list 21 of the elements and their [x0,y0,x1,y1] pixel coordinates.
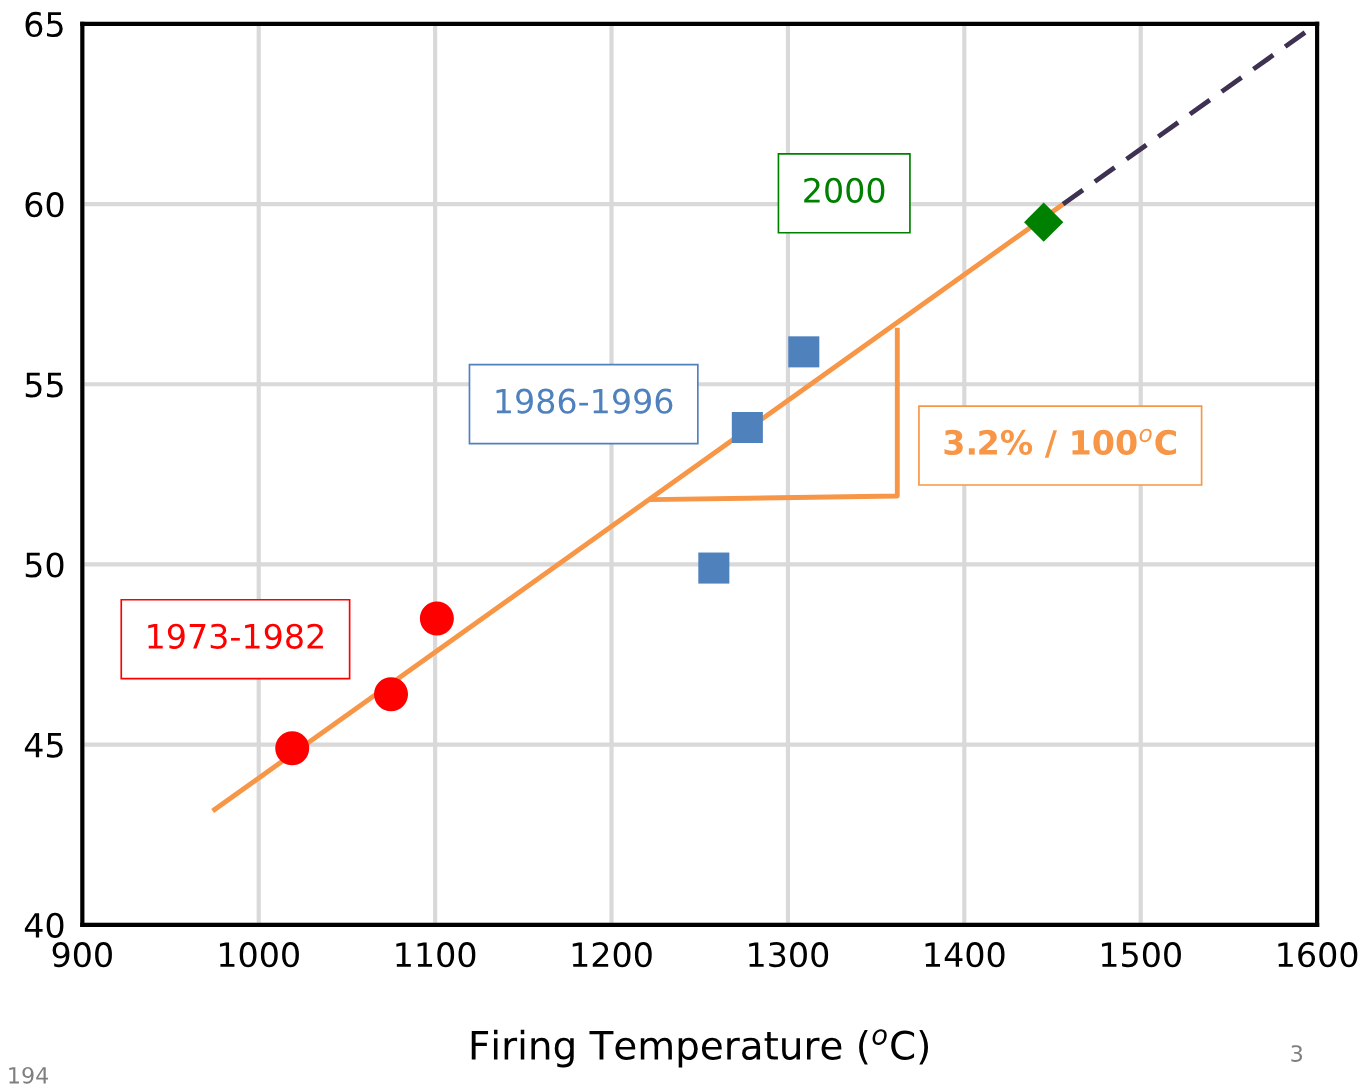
x-axis-title: Firing Temperature ($^{o}$C) [471,1029,929,1068]
x-tick-label: 1500 [1101,942,1181,968]
annotation: 3.2% / 100$^{o}$C [944,428,1177,458]
text: 194 [9,1066,49,1084]
y-tick-label: 65 [25,11,63,38]
annotation: 1986-1996 [496,388,673,414]
y-tick-label: 45 [24,732,63,758]
x-tick-label: 1100 [396,942,476,968]
y-tick-label: 50 [25,552,64,578]
x-tick-label: 1000 [219,942,299,968]
x-tick-label: 1300 [749,942,829,968]
annotation: 1973-1982 [148,623,323,649]
annotation: 2000 [804,177,885,203]
x-tick-label: 1400 [925,942,1005,968]
y-tick-label: 60 [25,192,64,218]
text: 3 [1291,1045,1303,1062]
x-tick-label: 900 [52,942,112,968]
x-tick-label: 1600 [1278,942,1358,968]
y-tick-label: 40 [24,912,64,938]
x-tick-label: 1200 [572,942,652,968]
y-tick-label: 55 [25,372,63,398]
